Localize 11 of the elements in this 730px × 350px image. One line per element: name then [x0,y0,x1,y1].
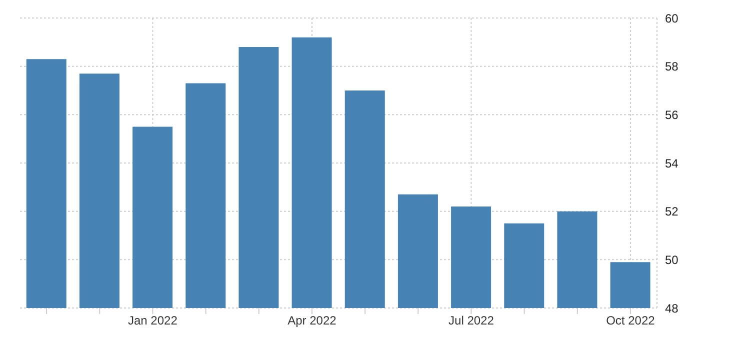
y-tick-label: 50 [665,252,679,267]
y-tick-label: 52 [665,204,679,219]
y-tick-label: 48 [665,301,679,316]
x-tick-label: Jan 2022 [128,314,178,328]
x-tick-label: Oct 2022 [606,314,656,328]
y-tick-label: 54 [665,156,679,170]
y-tick-label: 60 [665,11,679,26]
x-tick-label: Jul 2022 [448,314,494,328]
y-tick-label: 56 [665,108,679,122]
y-tick-label: 58 [665,60,679,74]
x-tick-label: Apr 2022 [288,314,337,328]
